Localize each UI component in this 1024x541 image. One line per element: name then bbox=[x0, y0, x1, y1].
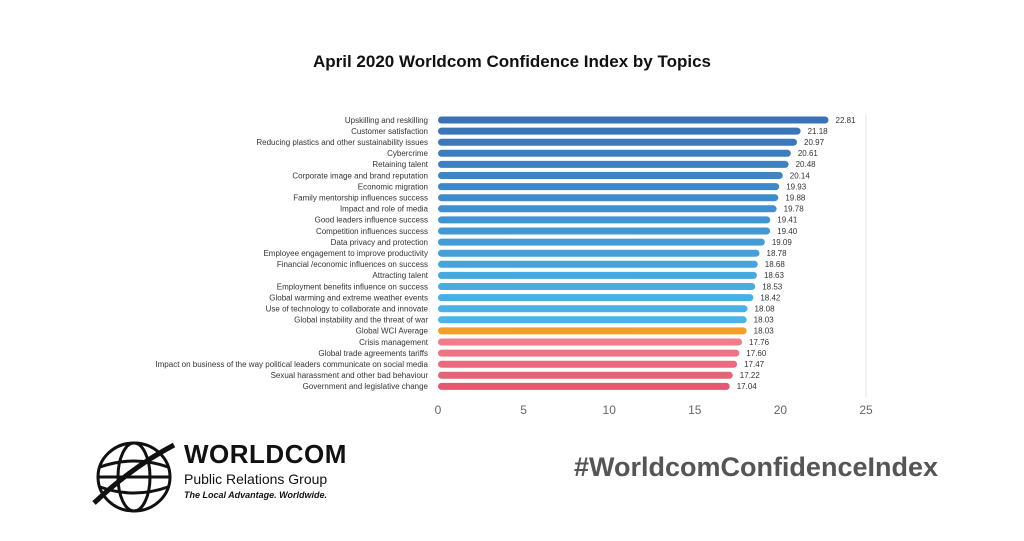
category-label: Economic migration bbox=[358, 182, 428, 191]
bar bbox=[438, 349, 740, 357]
logo-tagline: The Local Advantage. Worldwide. bbox=[184, 490, 328, 500]
data-label: 19.41 bbox=[777, 216, 798, 225]
bar bbox=[438, 305, 748, 313]
data-label: 22.81 bbox=[836, 116, 857, 125]
bar-chart: Upskilling and reskilling 22.81 Customer s… bbox=[155, 114, 873, 417]
category-label: Employment benefits influence on success bbox=[277, 282, 428, 291]
bar bbox=[438, 183, 780, 191]
bar bbox=[438, 283, 756, 290]
category-label: Impact and role of media bbox=[340, 205, 429, 214]
logo-name: WORLDCOM bbox=[184, 439, 347, 469]
hashtag: #WorldcomConfidenceIndex bbox=[573, 452, 938, 482]
category-label: Impact on business of the way political … bbox=[155, 360, 428, 369]
bar bbox=[438, 205, 777, 213]
bar bbox=[438, 138, 798, 146]
data-label: 18.78 bbox=[767, 249, 788, 258]
category-label: Employee engagement to improve productiv… bbox=[263, 249, 428, 258]
bar bbox=[438, 160, 789, 168]
bar bbox=[438, 227, 771, 235]
x-tick-label: 25 bbox=[859, 403, 873, 417]
data-label: 17.04 bbox=[737, 382, 758, 391]
bar bbox=[438, 216, 771, 224]
category-label: Global trade agreements tariffs bbox=[318, 349, 428, 358]
data-label: 18.42 bbox=[760, 293, 781, 302]
data-label: 19.78 bbox=[784, 205, 805, 214]
category-label: Upskilling and reskilling bbox=[345, 116, 428, 125]
category-label: Customer satisfaction bbox=[351, 127, 428, 136]
bar bbox=[438, 294, 754, 302]
category-label: Global WCI Average bbox=[356, 327, 429, 336]
data-label: 20.61 bbox=[798, 149, 819, 158]
bar bbox=[438, 360, 738, 368]
data-label: 19.93 bbox=[786, 182, 807, 191]
bar bbox=[438, 382, 730, 390]
data-label: 18.53 bbox=[762, 282, 783, 291]
data-label: 18.03 bbox=[754, 316, 775, 325]
category-label: Attracting talent bbox=[372, 271, 428, 280]
bar bbox=[438, 238, 765, 246]
bar bbox=[438, 327, 747, 335]
category-label: Good leaders influence success bbox=[315, 216, 428, 225]
category-label: Global instability and the threat of war bbox=[294, 316, 428, 325]
bar bbox=[438, 127, 801, 135]
bar bbox=[438, 172, 783, 179]
x-tick-label: 0 bbox=[435, 403, 442, 417]
bar bbox=[438, 249, 760, 257]
bar bbox=[438, 316, 747, 324]
bar bbox=[438, 194, 779, 202]
bar bbox=[438, 116, 829, 124]
category-label: Government and legislative change bbox=[303, 382, 429, 391]
data-label: 20.97 bbox=[804, 138, 825, 147]
x-tick-label: 15 bbox=[688, 403, 702, 417]
data-label: 18.03 bbox=[754, 327, 775, 336]
data-label: 19.88 bbox=[785, 194, 806, 203]
data-label: 20.14 bbox=[790, 171, 811, 180]
category-label: Financial /economic influences on succes… bbox=[277, 260, 428, 269]
data-label: 18.68 bbox=[765, 260, 786, 269]
category-label: Family mentorship influences success bbox=[293, 194, 428, 203]
category-label: Reducing plastics and other sustainabili… bbox=[256, 138, 428, 147]
data-label: 17.22 bbox=[740, 371, 761, 380]
data-label: 21.18 bbox=[808, 127, 829, 136]
category-label: Crisis management bbox=[359, 338, 429, 347]
category-label: Sexual harassment and other bad behaviou… bbox=[271, 371, 429, 380]
category-label: Cybercrime bbox=[387, 149, 428, 158]
data-label: 17.76 bbox=[749, 338, 770, 347]
chart-title: April 2020 Worldcom Confidence Index by … bbox=[312, 52, 711, 71]
logo-subtitle: Public Relations Group bbox=[184, 471, 328, 487]
category-label: Data privacy and protection bbox=[331, 238, 428, 247]
category-label: Competition influences success bbox=[316, 227, 428, 236]
data-label: 20.48 bbox=[796, 160, 817, 169]
x-tick-label: 10 bbox=[603, 403, 617, 417]
bar bbox=[438, 271, 757, 279]
data-label: 18.63 bbox=[764, 271, 785, 280]
worldcom-logo: WORLDCOM Public Relations Group The Loca… bbox=[92, 437, 352, 517]
data-label: 17.60 bbox=[746, 349, 767, 358]
bar bbox=[438, 371, 733, 379]
bar bbox=[438, 260, 758, 268]
x-tick-label: 20 bbox=[774, 403, 788, 417]
data-label: 19.09 bbox=[772, 238, 793, 247]
bar bbox=[438, 149, 791, 157]
category-label: Use of technology to collaborate and inn… bbox=[266, 305, 429, 314]
data-label: 19.40 bbox=[777, 227, 798, 236]
category-label: Global warming and extreme weather event… bbox=[269, 293, 428, 302]
category-label: Corporate image and brand reputation bbox=[292, 171, 428, 180]
data-label: 18.08 bbox=[755, 305, 776, 314]
data-label: 17.47 bbox=[744, 360, 765, 369]
x-tick-label: 5 bbox=[520, 403, 527, 417]
globe-icon bbox=[92, 441, 176, 513]
bar bbox=[438, 338, 743, 346]
category-label: Retaining talent bbox=[372, 160, 428, 169]
